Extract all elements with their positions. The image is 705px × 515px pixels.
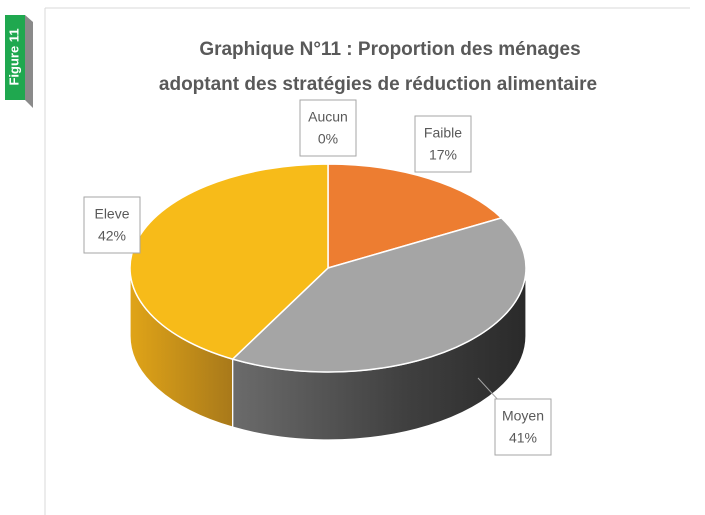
chart-title: Graphique N°11 : Proportion des ménages — [199, 39, 580, 60]
data-label-value: 42% — [98, 228, 126, 244]
data-label-value: 0% — [318, 131, 338, 147]
figure-tab — [5, 15, 25, 100]
pie-slice — [327, 163, 503, 269]
data-label-value: 17% — [429, 147, 457, 163]
data-label-name: Aucun — [308, 109, 348, 125]
data-label-name: Faible — [424, 125, 462, 141]
leader-line — [477, 377, 501, 403]
chart-title: adoptant des stratégies de réduction ali… — [159, 74, 597, 95]
pie-slice — [231, 217, 527, 373]
tab-shadow — [25, 15, 33, 108]
label-box — [299, 99, 357, 157]
figure-label: Figure 11 — [6, 28, 21, 85]
label-box — [414, 115, 472, 173]
data-label-name: Moyen — [502, 408, 544, 424]
data-label-name: Eleve — [94, 206, 129, 222]
data-label-value: 41% — [509, 430, 537, 446]
label-box — [494, 398, 552, 456]
label-box — [83, 196, 141, 254]
